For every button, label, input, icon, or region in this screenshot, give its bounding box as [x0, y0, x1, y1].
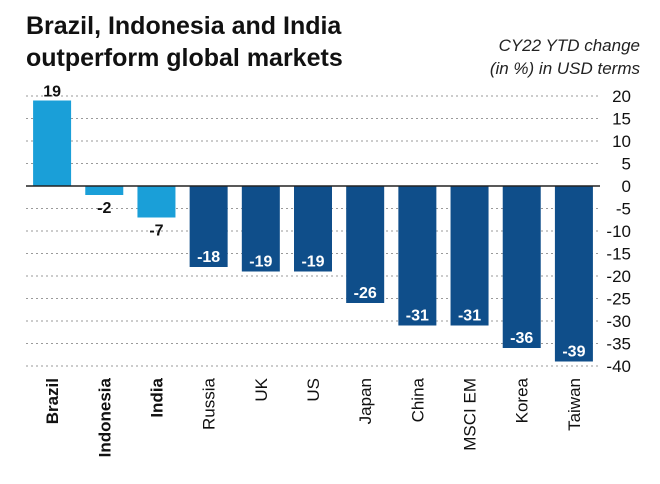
- bar-russia: [189, 186, 228, 267]
- y-tick-label: 20: [612, 87, 631, 106]
- data-label: 19: [43, 84, 61, 101]
- x-category-label: UK: [252, 377, 271, 401]
- chart-title: Brazil, Indonesia and India outperform g…: [26, 12, 343, 72]
- data-label: -7: [149, 223, 163, 240]
- bar-india: [137, 186, 176, 218]
- bar-uk: [241, 186, 280, 272]
- y-tick-label: -25: [606, 290, 631, 309]
- y-tick-label: 10: [612, 132, 631, 151]
- data-labels: 19 -2 -7 -18 -19 -19 -26 -31 -31 -36 -39: [43, 84, 585, 361]
- x-category-label: China: [408, 377, 427, 422]
- y-tick-label: -20: [606, 267, 631, 286]
- y-tick-label: -10: [606, 222, 631, 241]
- y-tick-label: -35: [606, 335, 631, 354]
- y-tick-label: 5: [622, 155, 631, 174]
- y-tick-label: -15: [606, 245, 631, 264]
- bar-china: [398, 186, 437, 326]
- subtitle-line-2: (in %) in USD terms: [489, 59, 640, 78]
- x-category-label: Korea: [513, 377, 532, 423]
- y-tick-label: -5: [616, 200, 631, 219]
- y-tick-label: 15: [612, 110, 631, 129]
- chart-subtitle: CY22 YTD change (in %) in USD terms: [440, 34, 640, 80]
- x-category-label: India: [147, 377, 166, 417]
- bar-taiwan: [554, 186, 593, 362]
- x-category-label: Russia: [200, 377, 219, 430]
- y-tick-label: 0: [622, 177, 631, 196]
- data-label: -39: [562, 344, 585, 361]
- bar-indonesia: [85, 186, 124, 195]
- data-label: -36: [510, 330, 533, 347]
- x-category-label: Taiwan: [565, 378, 584, 431]
- y-tick-label: -40: [606, 357, 631, 376]
- x-category-label: US: [304, 378, 323, 402]
- data-label: -19: [249, 254, 272, 271]
- bar-msci-em: [450, 186, 489, 326]
- y-tick-label: -30: [606, 312, 631, 331]
- data-label: -31: [458, 308, 481, 325]
- data-label: -19: [301, 254, 324, 271]
- x-category-label: MSCI EM: [461, 378, 480, 451]
- bar-korea: [502, 186, 541, 348]
- bar-japan: [346, 186, 385, 303]
- bar-brazil: [33, 100, 72, 186]
- data-label: -31: [406, 308, 429, 325]
- subtitle-line-1: CY22 YTD change: [498, 36, 640, 55]
- bar-us: [294, 186, 332, 272]
- x-category-label: Japan: [356, 378, 375, 424]
- y-axis-ticks: 20 15 10 5 0 -5 -10 -15 -20 -25 -30 -35 -40: [606, 87, 631, 376]
- x-axis-labels: Brazil Indonesia India Russia UK US Japan China…: [43, 377, 584, 457]
- x-category-label: Brazil: [43, 378, 62, 424]
- x-category-label: Indonesia: [95, 377, 114, 457]
- data-label: -26: [354, 285, 377, 302]
- data-label: -18: [197, 249, 220, 266]
- bars: [33, 100, 593, 362]
- data-label: -2: [97, 200, 111, 217]
